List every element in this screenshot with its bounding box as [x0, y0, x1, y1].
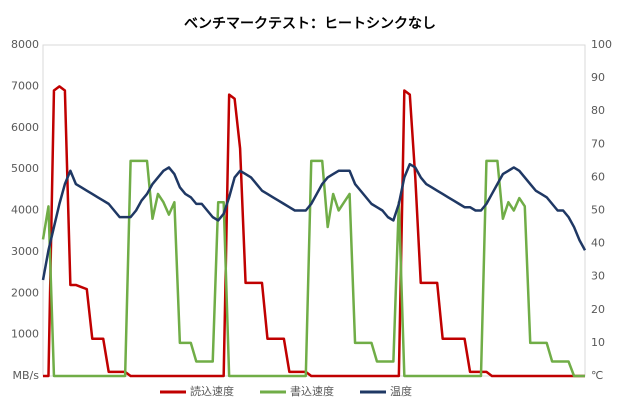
y2-tick-label: ℃ [591, 369, 603, 382]
series-line [43, 85, 585, 378]
chart-title: ベンチマークテスト：ヒートシンクなし [184, 16, 436, 32]
y2-tick-label: 50 [591, 204, 605, 217]
y2-tick-label: 10 [591, 336, 605, 349]
y-tick-label: 6000 [11, 121, 39, 134]
y2-tick-label: 70 [591, 137, 605, 150]
y2-tick-label: 100 [591, 38, 612, 51]
legend-label: 書込速度 [290, 384, 334, 398]
plot-border [42, 44, 586, 377]
y-tick-label: 2000 [11, 286, 39, 299]
y-tick-label: 1000 [11, 328, 39, 341]
y-tick-label: 3000 [11, 245, 39, 258]
legend-label: 読込速度 [190, 384, 234, 398]
series-line [41, 162, 587, 281]
y2-tick-label: 30 [591, 270, 605, 283]
series-line [41, 159, 585, 378]
y2-tick-label: 40 [591, 237, 605, 250]
y-tick-label: 8000 [11, 38, 39, 51]
y2-tick-label: 60 [591, 170, 605, 183]
y2-tick-label: 90 [591, 71, 605, 84]
y-tick-label: 5000 [11, 162, 39, 175]
legend-label: 温度 [390, 384, 412, 398]
y2-tick-label: 80 [591, 104, 605, 117]
y-tick-label: 4000 [11, 204, 39, 217]
y-tick-label: 7000 [11, 79, 39, 92]
y-tick-label: MB/s [13, 369, 40, 382]
y2-tick-label: 20 [591, 303, 605, 316]
